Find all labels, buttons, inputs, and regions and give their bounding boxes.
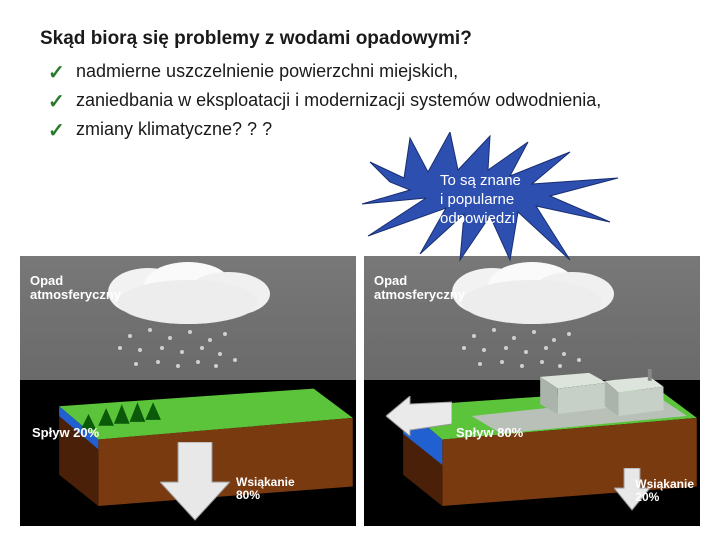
bullet-list: nadmierne uszczelnienie powierzchni miej… — [40, 58, 680, 143]
diagram-row: Opad atmosferyczny Spływ 20% Wsiąkanie — [20, 256, 700, 526]
diagram-natural: Opad atmosferyczny Spływ 20% Wsiąkanie — [20, 256, 356, 526]
runoff-arrow-icon — [386, 396, 452, 436]
burst-line: To są znane — [440, 172, 521, 189]
burst-line: i popularne — [440, 191, 514, 208]
runoff-label: Spływ 80% — [456, 425, 523, 440]
bullet-item: nadmierne uszczelnienie powierzchni miej… — [48, 58, 680, 85]
page-title: Skąd biorą się problemy z wodami opadowy… — [40, 28, 680, 50]
bullet-item: zaniedbania w eksploatacji i modernizacj… — [48, 87, 680, 114]
callout-burst: To są znane i popularne odpowiedzi — [360, 132, 620, 262]
runoff-label: Spływ 20% — [32, 425, 99, 440]
diagram-urban: Opad atmosferyczny Spł — [364, 256, 700, 526]
precip-label: Opad atmosferyczny — [374, 274, 465, 303]
infiltration-arrow-icon — [160, 442, 230, 522]
infiltration-label: Wsiąkanie 20% — [635, 478, 694, 504]
precip-label: Opad atmosferyczny — [30, 274, 121, 303]
burst-text: To są znane i popularne odpowiedzi — [440, 172, 590, 228]
burst-line: odpowiedzi — [440, 210, 515, 227]
infiltration-label: Wsiąkanie 80% — [236, 476, 295, 502]
